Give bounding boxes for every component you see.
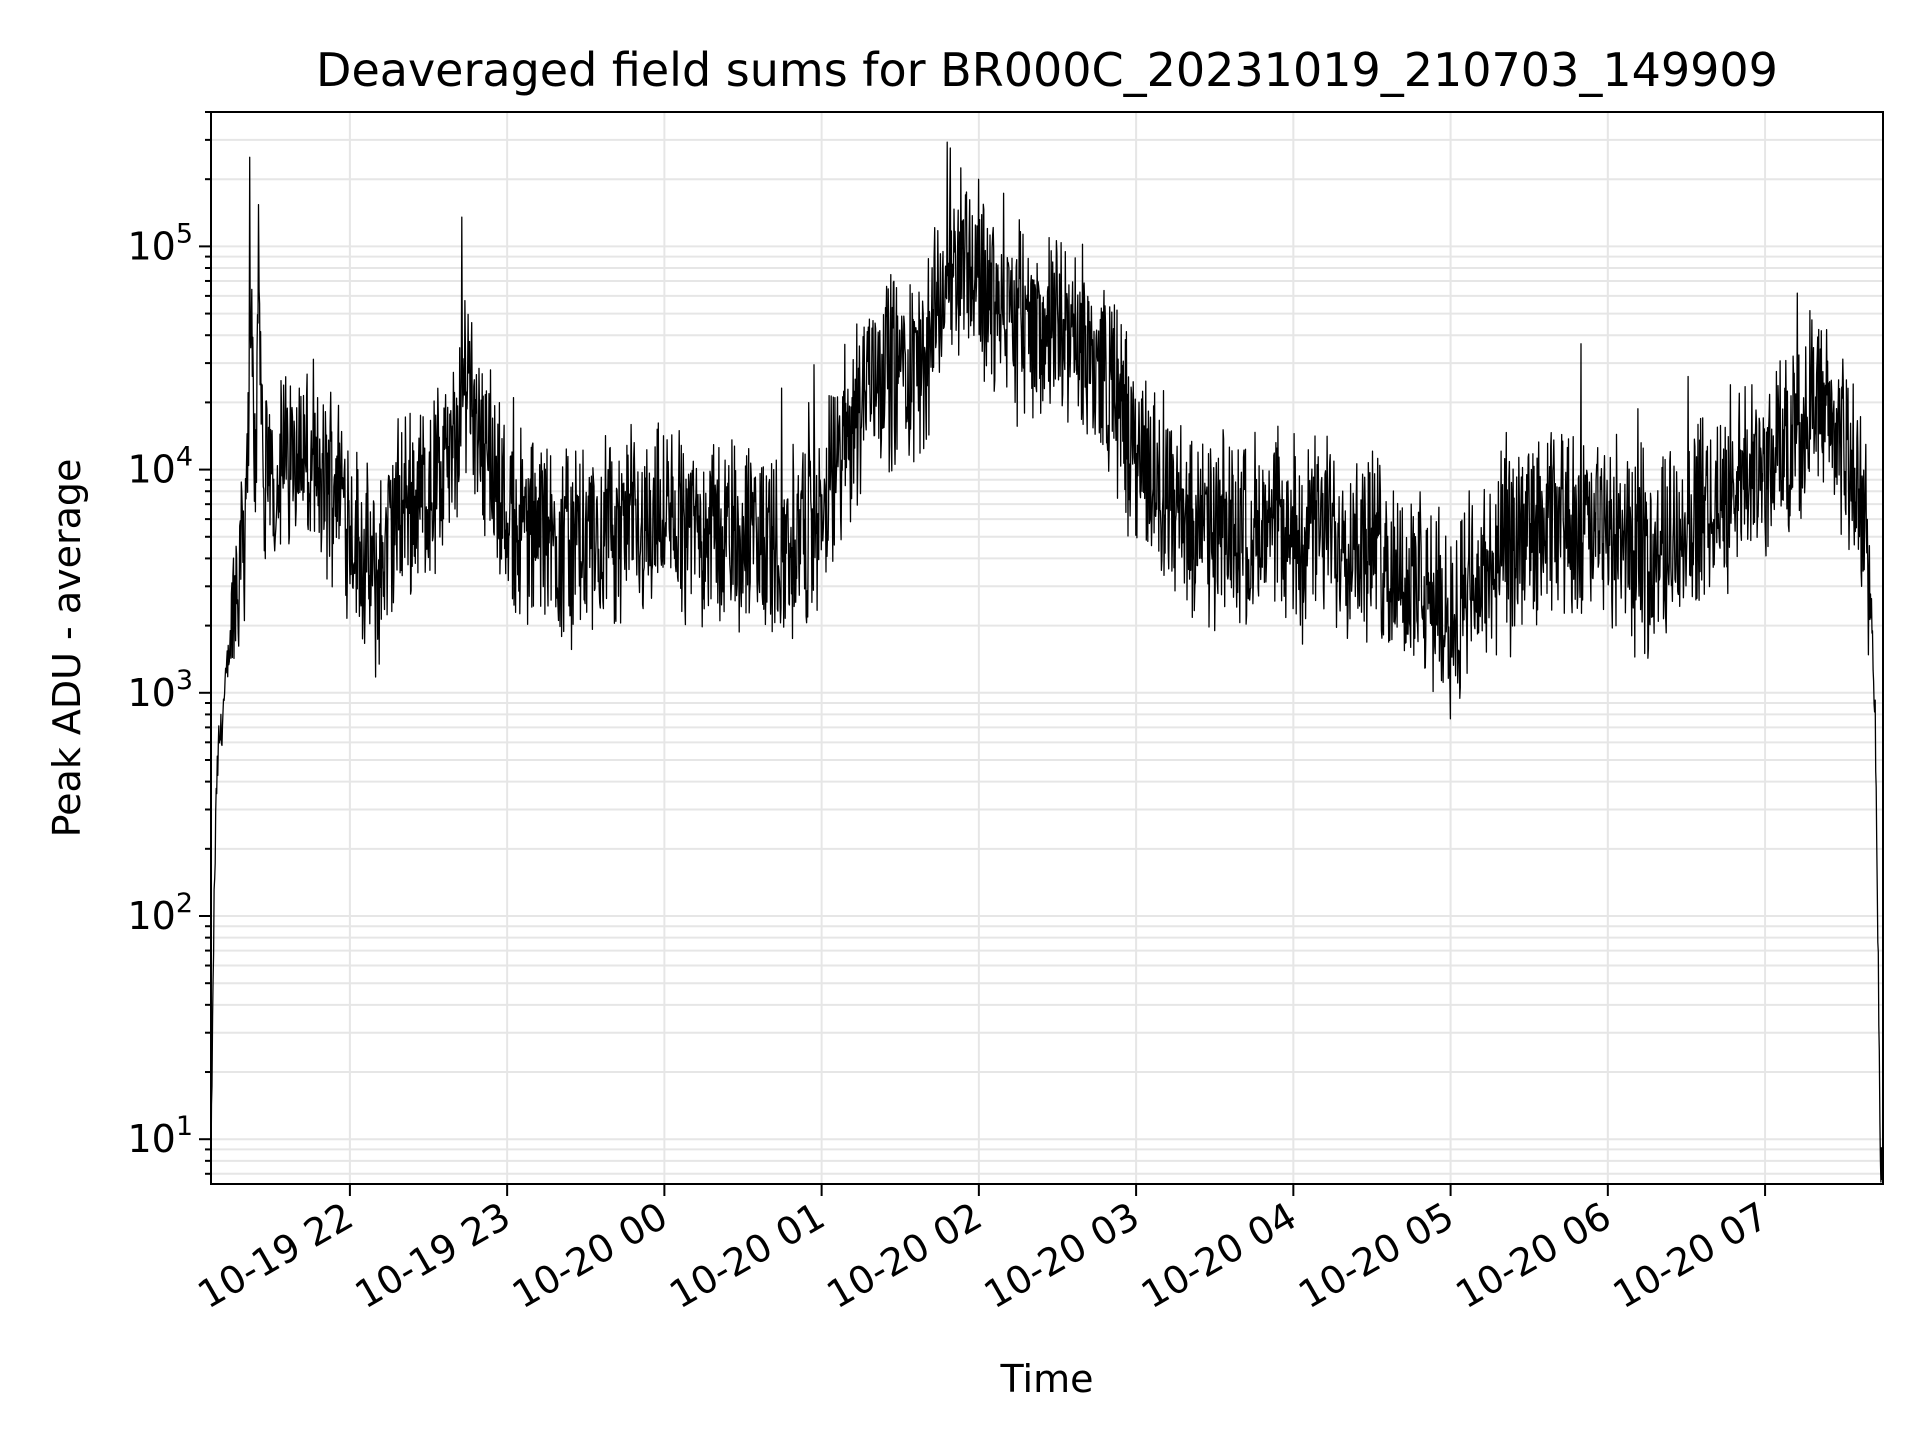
grid	[211, 111, 1883, 1184]
plot-frame	[210, 111, 1884, 1185]
y-tick-label: 103	[127, 665, 193, 715]
y-axis-label: Peak ADU - average	[45, 459, 89, 838]
series-line	[210, 141, 1884, 1183]
chart-title: Deaveraged field sums for BR000C_2023101…	[316, 43, 1778, 97]
y-tick-label: 101	[127, 1111, 193, 1161]
x-axis-label: Time	[1000, 1357, 1094, 1401]
y-tick-label: 104	[127, 442, 193, 492]
y-tick-label: 102	[127, 888, 193, 938]
y-tick-label: 105	[127, 218, 193, 268]
